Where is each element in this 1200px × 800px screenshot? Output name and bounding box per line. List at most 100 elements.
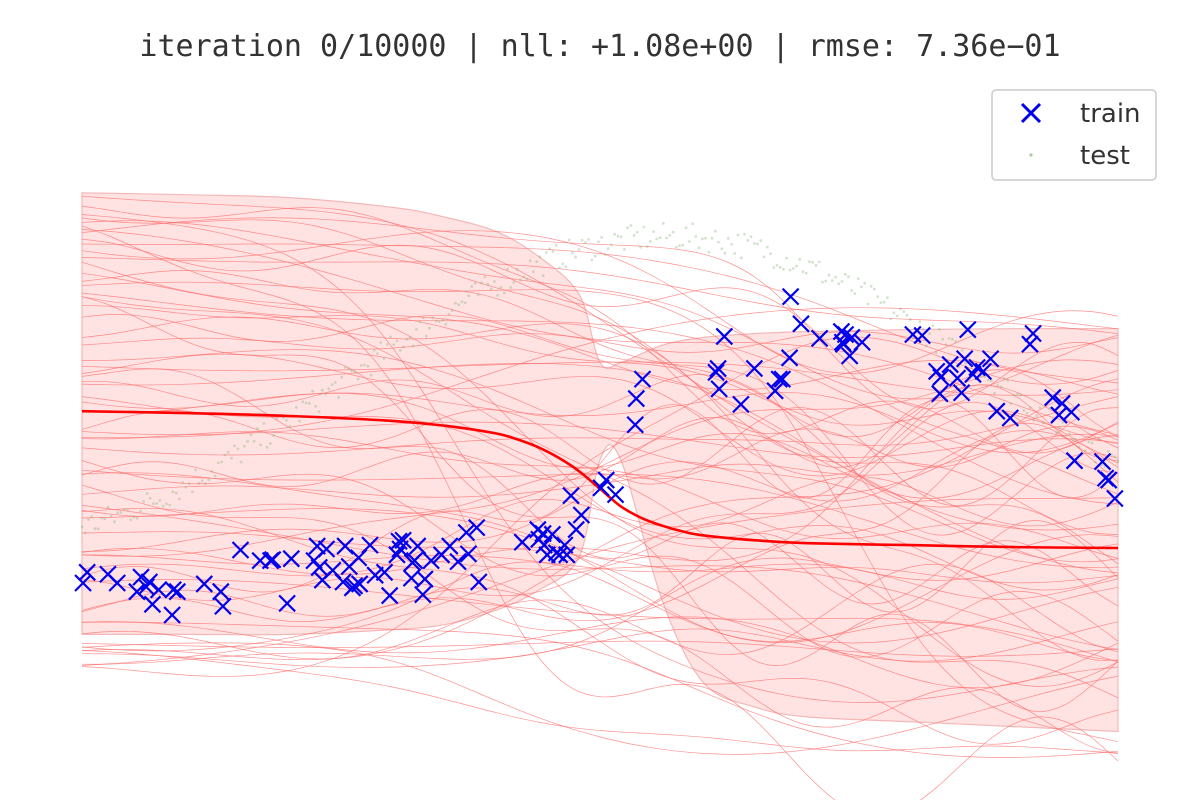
test-point (220, 460, 224, 464)
test-point (798, 257, 802, 261)
train-point (780, 349, 799, 367)
train-point (1043, 388, 1062, 407)
test-points-layer (80, 222, 1120, 535)
test-point (1110, 453, 1113, 456)
test-point (230, 456, 233, 460)
posterior-sample-line (81, 579, 1119, 663)
test-point (415, 328, 418, 331)
train-point-stroke (1062, 403, 1081, 421)
test-point (428, 326, 431, 330)
test-point (814, 264, 818, 267)
test-point (587, 238, 590, 241)
test-point (93, 527, 97, 531)
test-point (483, 275, 487, 279)
test-point (1106, 450, 1110, 453)
test-point (106, 505, 110, 509)
train-point (535, 536, 553, 554)
test-point (616, 234, 620, 238)
test-point (1061, 420, 1065, 424)
test-point (122, 508, 126, 511)
test-point (1064, 434, 1068, 438)
train-point-stroke (308, 537, 326, 555)
test-point (233, 444, 237, 448)
train-point (457, 523, 476, 542)
train-point-stroke (766, 382, 784, 400)
train-point (941, 355, 959, 374)
train-point-stroke (132, 568, 150, 586)
test-point (892, 311, 896, 315)
train-point-stroke (214, 597, 232, 616)
posterior-sample-line (81, 460, 1119, 658)
train-point (402, 569, 421, 587)
test-point (515, 267, 519, 271)
train-point (164, 580, 182, 599)
train-point (572, 506, 591, 524)
train-point-stroke (567, 520, 585, 539)
train-point-stroke (361, 536, 379, 554)
test-point (571, 251, 574, 255)
train-point (606, 485, 625, 504)
test-point (843, 272, 847, 276)
posterior-sample-line (81, 349, 1119, 563)
test-point (184, 485, 188, 489)
train-point (416, 570, 434, 588)
test-point (853, 292, 857, 295)
posterior-sample-line (81, 296, 1119, 713)
train-point-stroke (968, 358, 986, 377)
test-point (441, 319, 444, 322)
test-point (593, 254, 597, 258)
train-point-stroke (1021, 335, 1039, 353)
test-point (681, 243, 685, 247)
test-point (632, 234, 636, 237)
test-point (395, 339, 399, 343)
posterior-sample-line (81, 363, 1119, 531)
test-point (545, 251, 548, 254)
test-point (772, 266, 776, 269)
train-point-stroke (336, 537, 354, 555)
posterior-sample-line (81, 316, 1119, 661)
test-point (801, 270, 805, 274)
test-point (791, 267, 795, 270)
test-point (1038, 406, 1042, 409)
test-point (376, 352, 379, 355)
test-point (197, 482, 201, 485)
posterior-sample-line (81, 399, 1119, 593)
train-point (543, 525, 562, 544)
posterior-sample-line (81, 238, 1119, 409)
train-point (317, 540, 336, 558)
test-point (298, 419, 301, 423)
test-point (142, 500, 146, 503)
test-point (275, 417, 279, 420)
test-point (908, 318, 912, 321)
posterior-sample-line (81, 392, 1119, 454)
train-point-stroke (709, 359, 727, 378)
train-point (449, 552, 467, 571)
train-point-stroke (941, 355, 959, 374)
test-point (1090, 441, 1094, 445)
test-point (1032, 418, 1035, 422)
test-point (135, 516, 139, 520)
train-point-stroke (1053, 394, 1071, 413)
test-point (788, 268, 792, 272)
test-point (762, 255, 766, 259)
test-point (139, 509, 142, 513)
test-point (353, 370, 357, 374)
test-point (850, 289, 854, 292)
test-point (473, 282, 477, 285)
train-point (732, 395, 750, 414)
posterior-sample-line (81, 243, 1119, 384)
test-point (769, 252, 772, 256)
train-point-stroke (555, 536, 574, 554)
posterior-sample-line (81, 214, 1119, 703)
test-point (548, 247, 552, 251)
train-point-stroke (572, 506, 591, 524)
test-point (931, 324, 935, 328)
posterior-sample-line (81, 396, 1119, 591)
train-point-stroke (470, 573, 488, 591)
test-point (999, 385, 1003, 389)
test-point (876, 295, 880, 299)
train-point-stroke (1093, 452, 1112, 471)
test-point (103, 517, 107, 521)
test-point (239, 460, 243, 464)
test-point (720, 247, 724, 251)
